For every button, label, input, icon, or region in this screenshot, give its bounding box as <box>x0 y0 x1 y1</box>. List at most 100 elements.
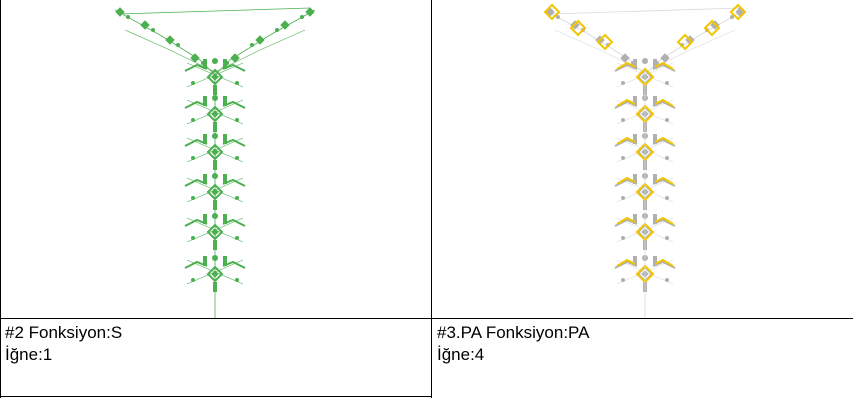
stitch-dot <box>730 15 734 19</box>
accent-diamond <box>543 3 561 21</box>
stitch-line <box>549 7 741 15</box>
needle-label: İğne:4 <box>437 345 485 364</box>
stitch-dot <box>176 43 180 47</box>
stitch-bar <box>203 134 207 144</box>
stitch-motif <box>660 53 670 63</box>
stitch-motif <box>230 53 240 63</box>
accent-arm <box>616 136 636 145</box>
stitch-bar <box>653 174 657 184</box>
stitch-motif <box>280 20 290 30</box>
pattern-preview-needle-4 <box>530 0 760 318</box>
embroidery-pattern-yellow <box>543 3 747 318</box>
stitch-dot <box>191 196 195 200</box>
accent-diamond <box>676 33 694 51</box>
stitch-motif <box>255 35 265 45</box>
stitch-motif <box>190 53 200 63</box>
accent-arm <box>654 258 674 267</box>
stitch-motif <box>305 7 315 17</box>
stitch-dot <box>191 278 195 282</box>
accent-arm <box>616 98 636 107</box>
function-label: #2 Fonksiyon:S <box>5 323 123 342</box>
stitch-dot <box>665 278 669 282</box>
stitch-bar <box>223 174 227 184</box>
stitch-dot <box>235 278 239 282</box>
stitch-dot <box>665 118 669 122</box>
accent-diamond <box>569 19 587 37</box>
table-column-divider <box>431 0 432 398</box>
stitch-dot <box>191 81 195 85</box>
stitch-dot <box>191 236 195 240</box>
stitch-dot <box>621 278 625 282</box>
stitch-dot <box>191 156 195 160</box>
stitch-dot <box>275 28 279 32</box>
stitch-dot <box>621 118 625 122</box>
stitch-bar <box>223 59 227 69</box>
accent-arm <box>654 176 674 185</box>
stitch-dot <box>665 236 669 240</box>
stitch-motif <box>620 53 630 63</box>
accent-diamond <box>729 3 747 21</box>
stitch-line <box>124 29 306 73</box>
stitch-bar <box>633 134 637 144</box>
stitch-line <box>119 7 311 15</box>
stitch-dot <box>300 15 304 19</box>
stitch-bar <box>223 96 227 106</box>
stitch-bar <box>203 59 207 69</box>
stitch-bar <box>653 59 657 69</box>
stitch-dot <box>235 236 239 240</box>
needle-label: İğne:1 <box>5 345 53 364</box>
stitch-bar <box>633 256 637 266</box>
stitch-dot <box>250 43 254 47</box>
accent-arm <box>616 61 636 70</box>
stitch-dot <box>665 156 669 160</box>
stitch-dot <box>235 118 239 122</box>
stitch-dot <box>151 28 155 32</box>
accent-arm <box>654 216 674 225</box>
stitch-motif <box>165 35 175 45</box>
stitch-dot <box>212 58 218 64</box>
stitch-dot <box>665 81 669 85</box>
stitch-dot <box>621 196 625 200</box>
accent-diamond <box>596 33 614 51</box>
stitch-motif <box>115 7 125 17</box>
stitch-dot <box>665 196 669 200</box>
stitch-bar <box>203 256 207 266</box>
stitch-dot <box>556 15 560 19</box>
stitch-bar <box>633 59 637 69</box>
stitch-bar <box>223 134 227 144</box>
stitch-dot <box>621 236 625 240</box>
stitch-dot <box>235 81 239 85</box>
stitch-dot <box>621 81 625 85</box>
table-bottom-border <box>0 396 432 397</box>
stitch-line <box>544 9 746 76</box>
stitch-line <box>114 9 316 76</box>
stitch-bar <box>633 214 637 224</box>
stitch-dot <box>126 15 130 19</box>
stitch-motif <box>140 20 150 30</box>
table-left-border <box>0 0 1 398</box>
function-label: #3.PA Fonksiyon:PA <box>437 323 590 342</box>
pattern-preview-needle-1 <box>100 0 330 318</box>
accent-arm <box>616 216 636 225</box>
stitch-bar <box>203 174 207 184</box>
stitch-line <box>554 29 736 73</box>
stitch-bar <box>653 96 657 106</box>
stitch-bar <box>203 214 207 224</box>
accent-arm <box>654 61 674 70</box>
stitch-bar <box>633 174 637 184</box>
accent-arm <box>654 98 674 107</box>
stitch-bar <box>653 214 657 224</box>
stitch-bar <box>203 96 207 106</box>
accent-arm <box>616 258 636 267</box>
stitch-bar <box>223 256 227 266</box>
stitch-dot <box>642 58 648 64</box>
accent-diamond <box>703 19 721 37</box>
stitch-dot <box>235 156 239 160</box>
stitch-dot <box>235 196 239 200</box>
embroidery-pattern-green <box>114 7 316 318</box>
accent-arm <box>616 176 636 185</box>
table-row-divider <box>0 318 853 319</box>
stitch-dot <box>621 156 625 160</box>
accent-arm <box>654 136 674 145</box>
